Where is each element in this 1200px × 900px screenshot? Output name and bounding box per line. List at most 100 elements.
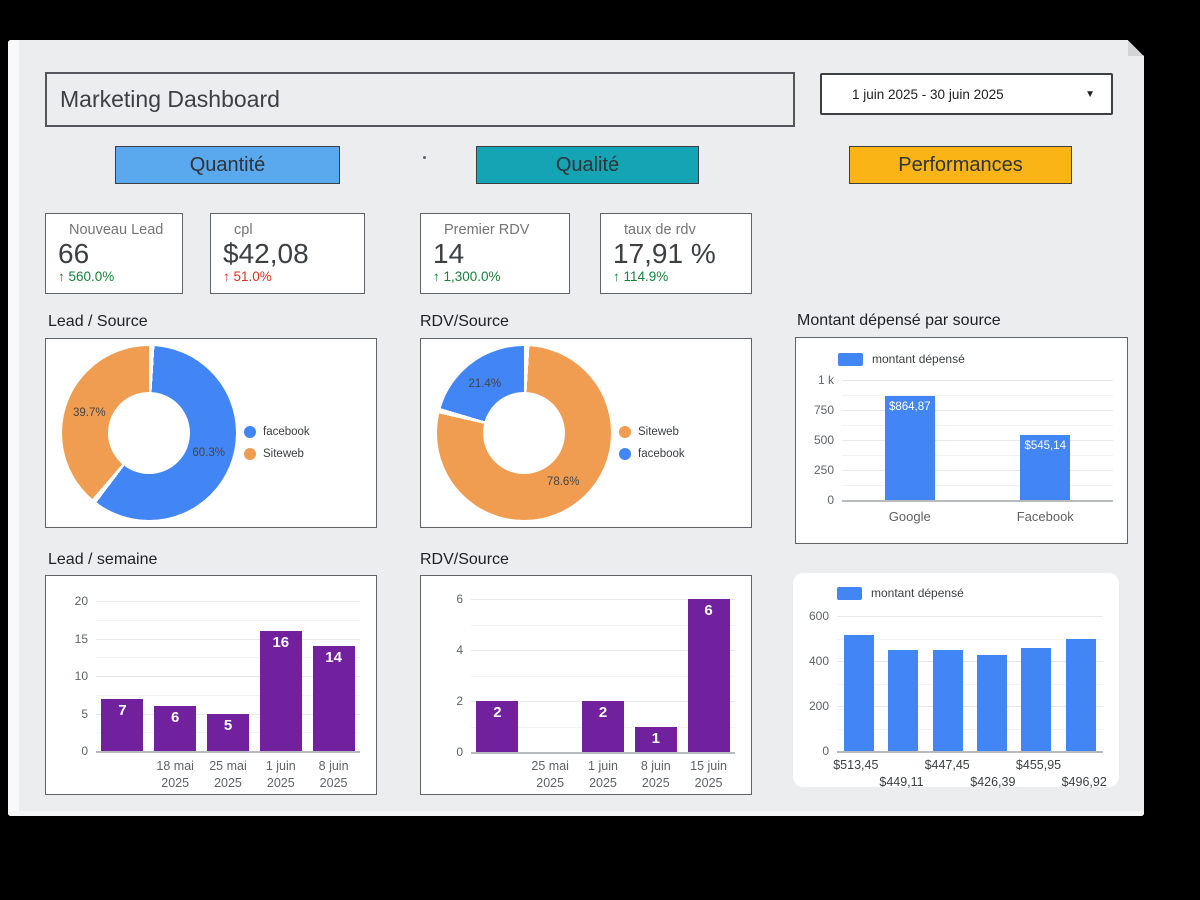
legend-dot-icon	[244, 426, 256, 438]
donut-chart[interactable]	[437, 346, 611, 520]
bar-value-label: 14	[325, 649, 342, 666]
dashboard-page: Marketing Dashboard 1 juin 2025 - 30 jui…	[8, 40, 1144, 816]
bar[interactable]: 7	[101, 698, 144, 751]
y-tick-label: 4	[456, 642, 463, 657]
chart-legend: montant dépensé	[837, 586, 964, 600]
dashboard-title-box: Marketing Dashboard	[45, 72, 795, 127]
x-axis: $513,45 $449,11 $447,45 $426,39 $455,95 $496,…	[833, 757, 1107, 789]
tab-performances[interactable]: Performances	[849, 146, 1072, 184]
chevron-down-icon: ▼	[1085, 88, 1095, 100]
y-tick-label: 750	[813, 403, 834, 417]
bar-slot	[881, 607, 925, 751]
gridline	[842, 470, 1113, 471]
bar-slot	[837, 607, 881, 751]
kpi-card-cpl: cpl $42,08 ↑ 51.0%	[210, 213, 365, 294]
kpi-label: Nouveau Lead	[69, 222, 164, 238]
up-arrow-icon: ↑	[58, 269, 65, 285]
bar[interactable]: $864,87	[884, 396, 935, 500]
bar-slot: 6	[682, 599, 735, 752]
bar-slot	[524, 599, 577, 752]
gridline-minor	[837, 683, 1103, 685]
y-tick-label: 0	[81, 744, 88, 758]
y-tick-label: 5	[81, 706, 88, 721]
y-tick-label: 2	[456, 693, 463, 708]
gridline	[837, 616, 1103, 617]
kpi-value: 14	[433, 238, 465, 269]
bar[interactable]	[888, 649, 919, 751]
bar[interactable]: 6	[154, 706, 197, 751]
chart-panel-montant-depense-semaine: montant dépensé 600 400 200 0 $513,45 $449,1…	[793, 573, 1119, 789]
x-axis-label: $513,45	[833, 758, 879, 772]
gridline	[842, 440, 1113, 441]
bar-value-label: 5	[223, 716, 233, 734]
bar-value-label: $864,87	[888, 401, 931, 414]
kpi-delta: ↑ 560.0%	[58, 269, 174, 284]
gridline	[842, 410, 1113, 411]
tab-quantite[interactable]: Quantité	[115, 146, 340, 184]
date-range-value: 1 juin 2025 - 30 juin 2025	[852, 86, 1004, 102]
bar[interactable]	[932, 650, 963, 751]
plot-area	[837, 607, 1103, 753]
x-axis-label: 25 mai 2025	[531, 759, 569, 790]
kpi-label: cpl	[234, 222, 253, 238]
bar-value-label: 6	[171, 709, 180, 726]
kpi-delta: ↑ 51.0%	[223, 269, 356, 284]
gridline	[96, 751, 360, 753]
kpi-card-premier-rdv: Premier RDV 14 ↑ 1,300.0%	[420, 213, 570, 294]
chart-panel-montant-par-source: montant dépensé 1 k 750 500 250 0 $864,87 $54…	[795, 337, 1128, 544]
gridline-minor	[837, 728, 1103, 730]
x-axis: 18 mai 2025 25 mai 2025 1 juin 2025 8 juin …	[96, 758, 360, 792]
legend-label: facebook	[263, 426, 310, 438]
bar[interactable]	[844, 635, 875, 751]
y-tick-label: 15	[74, 631, 88, 646]
gridline-minor	[842, 485, 1113, 486]
gridline	[471, 599, 735, 600]
bar[interactable]: 1	[634, 726, 677, 752]
gridline-minor	[96, 657, 360, 659]
bar-slot: 1	[629, 599, 682, 752]
plot-area: $864,87 $545,14	[842, 380, 1114, 502]
gridline-minor	[842, 425, 1113, 426]
gridline-minor	[96, 694, 360, 696]
bar[interactable]: 14	[312, 646, 355, 751]
bar[interactable]: 16	[259, 631, 302, 751]
bar[interactable]: 6	[687, 599, 730, 752]
legend-dot-icon	[244, 448, 256, 460]
bar[interactable]	[1021, 648, 1052, 751]
y-axis: 6 4 2 0	[433, 592, 471, 759]
bar[interactable]: $545,14	[1020, 434, 1071, 500]
bar-slot: 16	[254, 601, 307, 751]
legend-label: montant dépensé	[871, 586, 964, 600]
gridline	[837, 751, 1103, 753]
legend-label: montant dépensé	[872, 352, 965, 366]
legend-item: facebook	[244, 421, 310, 443]
chart-panel-lead-semaine: 20 15 10 5 0 7 6 5 16 14 18 mai 2025 25 mai 2025 1…	[45, 575, 377, 795]
bar-slot: 5	[202, 601, 255, 751]
donut-chart[interactable]	[62, 346, 236, 520]
y-axis: 1 k 750 500 250 0	[804, 373, 842, 507]
bar-value-label: 16	[272, 634, 290, 651]
bar-value-label: 6	[704, 602, 713, 619]
gridline-minor	[96, 619, 360, 621]
gridline-minor	[842, 455, 1113, 456]
bar[interactable]	[1065, 639, 1096, 751]
y-tick-label: 400	[808, 654, 829, 668]
kpi-value: 17,91 %	[613, 238, 716, 269]
bar[interactable]: 2	[476, 701, 519, 752]
chart-panel-rdv-source-bar: 6 4 2 0 2 2 1 6 25 mai 2025 1 juin 2025 8 juin 2…	[420, 575, 752, 795]
gridline-minor	[471, 624, 735, 626]
bar[interactable]: 5	[206, 713, 249, 751]
tab-qualite[interactable]: Qualité	[476, 146, 699, 184]
y-tick-label: 20	[74, 594, 88, 608]
bar[interactable]	[977, 655, 1008, 751]
kpi-delta-value: 51.0%	[233, 269, 272, 285]
x-axis: 25 mai 2025 1 juin 2025 8 juin 2025 15 juin…	[471, 758, 735, 792]
legend-swatch	[838, 352, 863, 366]
gridline-minor	[471, 675, 735, 677]
legend-item: Siteweb	[244, 443, 310, 465]
bar[interactable]: 2	[581, 701, 624, 752]
gridline	[96, 601, 360, 602]
bar-slot: $545,14	[978, 380, 1114, 500]
date-range-selector[interactable]: 1 juin 2025 - 30 juin 2025 ▼	[820, 73, 1113, 115]
y-tick-label: 6	[456, 592, 463, 606]
